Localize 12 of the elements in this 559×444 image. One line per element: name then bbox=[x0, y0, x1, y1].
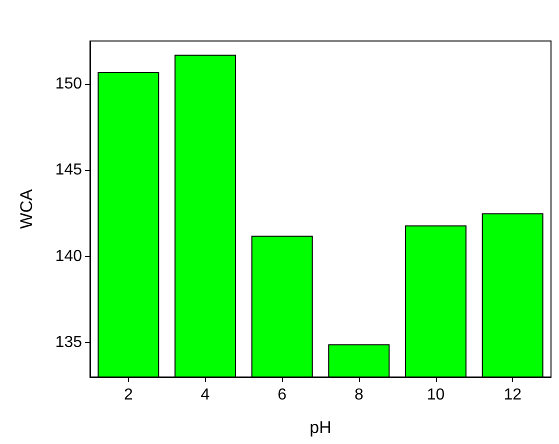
y-axis-title: WCA bbox=[17, 188, 36, 229]
y-tick-label: 140 bbox=[55, 248, 82, 265]
x-axis-title: pH bbox=[310, 418, 332, 437]
x-tick-label: 4 bbox=[200, 386, 210, 404]
y-tick-label: 135 bbox=[55, 334, 82, 352]
y-tick-label: 150 bbox=[55, 76, 82, 93]
x-tick-label: 6 bbox=[278, 386, 287, 404]
x-tick-label: 12 bbox=[504, 386, 522, 404]
y-tick-label: 145 bbox=[55, 162, 82, 179]
x-tick-label: 8 bbox=[354, 386, 364, 404]
x-tick-label: 10 bbox=[426, 386, 445, 404]
x-tick-label: 2 bbox=[124, 386, 133, 404]
